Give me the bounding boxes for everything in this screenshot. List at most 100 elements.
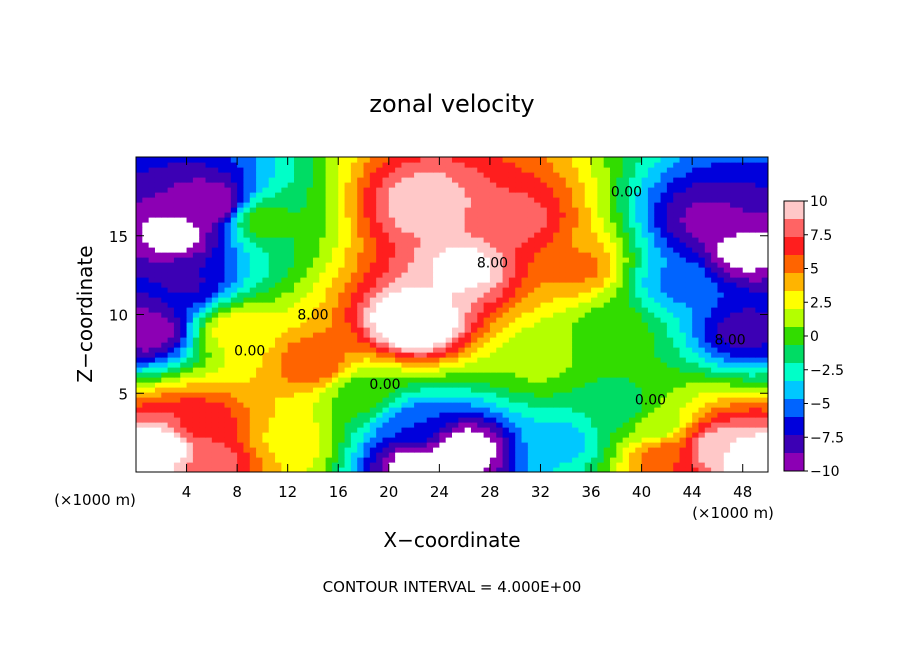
field-cell: [357, 352, 365, 358]
field-cell: [262, 382, 270, 388]
field-cell: [717, 342, 725, 348]
field-cell: [458, 372, 466, 378]
field-cell: [647, 392, 655, 398]
field-cell: [331, 282, 339, 288]
field-cell: [275, 232, 282, 238]
field-cell: [338, 352, 346, 358]
field-cell: [597, 227, 605, 233]
field-cell: [192, 222, 200, 228]
field-cell: [154, 372, 162, 378]
field-cell: [692, 417, 700, 423]
field-cell: [344, 452, 352, 458]
field-cell: [622, 452, 630, 458]
field-cell: [350, 442, 358, 448]
field-cell: [249, 352, 257, 358]
field-cell: [325, 382, 333, 388]
field-cell: [136, 457, 143, 463]
field-cell: [142, 437, 150, 443]
field-cell: [142, 432, 150, 438]
field-cell: [692, 277, 700, 283]
field-cell: [401, 467, 409, 472]
field-cell: [401, 282, 409, 288]
field-cell: [723, 452, 731, 458]
field-cell: [388, 237, 396, 243]
field-cell: [376, 322, 384, 328]
field-cell: [591, 282, 598, 288]
field-cell: [534, 297, 542, 303]
field-cell: [540, 332, 548, 338]
field-cell: [414, 317, 421, 323]
field-cell: [628, 317, 636, 323]
field-cell: [704, 262, 712, 268]
field-cell: [546, 272, 554, 278]
field-cell: [148, 262, 156, 268]
field-cell: [136, 332, 143, 338]
field-cell: [540, 277, 548, 283]
field-cell: [723, 317, 731, 323]
field-cell: [388, 457, 396, 463]
field-cell: [388, 337, 396, 343]
field-cell: [173, 237, 181, 243]
field-cell: [331, 267, 339, 273]
field-cell: [180, 337, 188, 343]
field-cell: [635, 322, 643, 328]
field-cell: [426, 332, 434, 338]
field-cell: [218, 332, 226, 338]
field-cell: [559, 227, 567, 233]
field-cell: [717, 422, 725, 428]
field-cell: [641, 362, 649, 368]
field-cell: [755, 342, 763, 348]
field-cell: [723, 447, 731, 453]
field-cell: [338, 232, 346, 238]
field-cell: [597, 352, 605, 358]
field-cell: [711, 372, 719, 378]
field-cell: [666, 247, 674, 253]
field-cell: [603, 277, 611, 283]
field-cell: [211, 402, 219, 408]
field-cell: [559, 362, 567, 368]
field-cell: [546, 242, 554, 248]
field-cell: [281, 362, 289, 368]
field-cell: [369, 332, 377, 338]
field-cell: [749, 382, 756, 388]
field-cell: [452, 267, 459, 273]
field-cell: [603, 222, 611, 228]
field-cell: [199, 352, 207, 358]
field-cell: [268, 222, 276, 228]
field-cell: [230, 262, 238, 268]
field-cell: [616, 447, 624, 453]
field-cell: [294, 437, 301, 443]
field-cell: [205, 382, 213, 388]
field-cell: [540, 402, 548, 408]
field-cell: [610, 282, 617, 288]
field-cell: [338, 302, 346, 308]
field-cell: [508, 332, 516, 338]
field-cell: [439, 437, 447, 443]
field-cell: [685, 252, 693, 258]
field-cell: [331, 242, 339, 248]
field-cell: [679, 357, 687, 363]
field-cell: [180, 412, 188, 418]
field-cell: [464, 282, 472, 288]
field-cell: [711, 387, 719, 393]
field-cell: [521, 457, 529, 463]
field-cell: [382, 282, 390, 288]
field-cell: [414, 252, 421, 258]
field-cell: [344, 362, 352, 368]
field-cell: [268, 407, 276, 413]
field-cell: [749, 237, 756, 243]
field-cell: [603, 362, 611, 368]
field-cell: [565, 417, 573, 423]
field-cell: [527, 367, 535, 373]
field-cell: [312, 332, 320, 338]
field-cell: [262, 342, 270, 348]
field-cell: [275, 307, 282, 313]
field-cell: [167, 282, 175, 288]
field-cell: [433, 297, 440, 303]
field-cell: [350, 347, 358, 353]
field-cell: [249, 427, 257, 433]
field-cell: [704, 222, 712, 228]
field-cell: [363, 427, 371, 433]
field-cell: [698, 352, 706, 358]
field-cell: [167, 397, 175, 403]
